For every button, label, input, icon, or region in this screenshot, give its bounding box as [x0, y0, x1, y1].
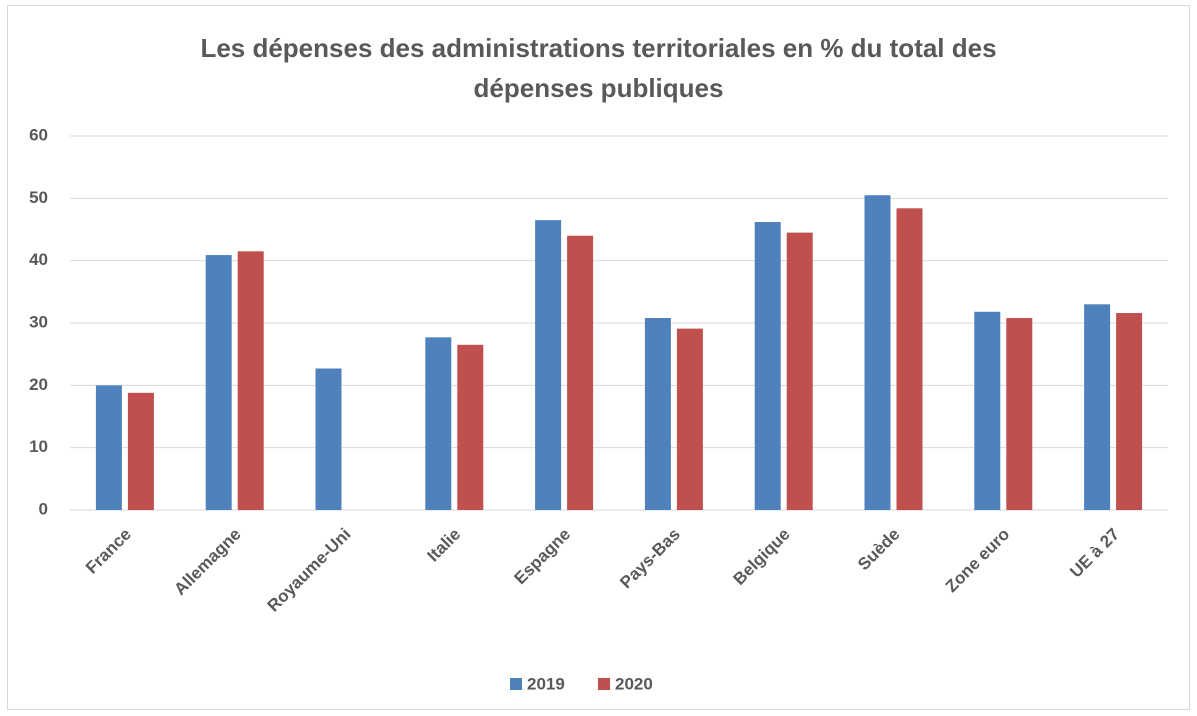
bar: [95, 385, 122, 510]
bar: [786, 232, 813, 510]
bar: [425, 337, 452, 510]
y-tick-label: 0: [39, 499, 48, 518]
legend-label: 2020: [615, 674, 653, 693]
bar: [457, 344, 484, 510]
y-tick-label: 50: [29, 188, 48, 207]
bar: [315, 368, 342, 510]
bar: [1116, 313, 1143, 510]
bar: [754, 222, 781, 510]
bar: [974, 311, 1001, 510]
y-tick-label: 10: [29, 437, 48, 456]
bar: [535, 220, 562, 510]
y-tick-label: 30: [29, 312, 48, 331]
y-tick-label: 20: [29, 375, 48, 394]
bar: [237, 251, 264, 511]
y-tick-label: 40: [29, 250, 48, 269]
bar: [205, 255, 232, 510]
bar: [864, 195, 891, 510]
bar: [1084, 304, 1111, 510]
legend-label: 2019: [527, 674, 565, 693]
y-tick-label: 60: [29, 125, 48, 144]
bar: [896, 208, 923, 510]
chart-title: Les dépenses des administrations territo…: [200, 33, 997, 103]
bar: [644, 318, 671, 510]
bar: [127, 392, 154, 510]
bar: [567, 235, 594, 510]
legend-swatch: [510, 678, 522, 690]
bar: [1006, 318, 1033, 510]
bar: [676, 328, 703, 510]
legend-swatch: [598, 678, 610, 690]
